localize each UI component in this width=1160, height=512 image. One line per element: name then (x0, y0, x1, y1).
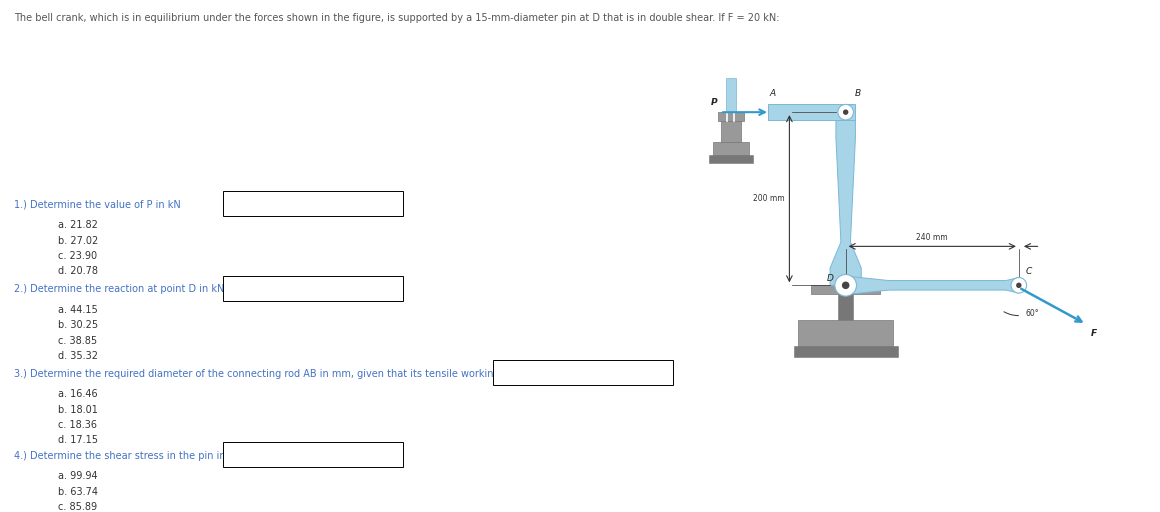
Polygon shape (768, 104, 855, 120)
Text: F: F (1090, 329, 1096, 337)
Bar (223, 191, 403, 216)
Bar (838, 294, 854, 320)
Text: 3.) Determine the required diameter of the connecting rod AB in mm, given that i: 3.) Determine the required diameter of t… (14, 369, 581, 379)
Bar (712, 142, 749, 156)
Text: a. 21.82: a. 21.82 (58, 220, 97, 230)
Circle shape (842, 282, 849, 289)
Bar (223, 442, 403, 467)
Bar (725, 77, 737, 112)
Text: b. 63.74: b. 63.74 (58, 486, 97, 497)
Text: 1.) Determine the value of P in kN: 1.) Determine the value of P in kN (14, 200, 181, 210)
Text: b. 30.25: b. 30.25 (58, 320, 99, 330)
Text: C: C (1025, 267, 1031, 276)
Text: 240 mm: 240 mm (916, 233, 948, 242)
Text: c. 38.85: c. 38.85 (58, 335, 97, 346)
Polygon shape (831, 112, 861, 285)
Text: The bell crank, which is in equilibrium under the forces shown in the figure, is: The bell crank, which is in equilibrium … (14, 13, 780, 23)
Text: 4.) Determine the shear stress in the pin in MPa.: 4.) Determine the shear stress in the pi… (14, 451, 252, 461)
Text: D: D (827, 274, 834, 283)
Text: c. 85.89: c. 85.89 (58, 502, 97, 512)
Text: P: P (710, 98, 717, 107)
Bar (493, 360, 673, 385)
Text: b. 18.01: b. 18.01 (58, 404, 97, 415)
Text: B: B (855, 89, 861, 98)
Text: d. 20.78: d. 20.78 (58, 266, 97, 276)
Bar (722, 121, 741, 142)
Circle shape (835, 274, 856, 296)
Circle shape (843, 110, 848, 115)
Text: d. 35.32: d. 35.32 (58, 351, 97, 361)
Text: a. 44.15: a. 44.15 (58, 305, 97, 315)
Text: 200 mm: 200 mm (754, 194, 785, 203)
Bar (709, 156, 753, 163)
Circle shape (1016, 283, 1022, 288)
Text: 60°: 60° (1025, 309, 1039, 318)
Text: a. 99.94: a. 99.94 (58, 471, 97, 481)
Text: A: A (769, 89, 775, 98)
Bar (811, 285, 880, 294)
Circle shape (838, 104, 854, 120)
Polygon shape (841, 275, 1023, 295)
Bar (793, 346, 898, 357)
Bar (798, 320, 893, 346)
Text: d. 17.15: d. 17.15 (58, 435, 97, 445)
Text: a. 16.46: a. 16.46 (58, 389, 97, 399)
Text: b. 27.02: b. 27.02 (58, 236, 99, 246)
Text: c. 23.90: c. 23.90 (58, 251, 97, 261)
Circle shape (1012, 278, 1027, 293)
Text: 2.) Determine the reaction at point D in kN.: 2.) Determine the reaction at point D in… (14, 284, 227, 294)
Bar (223, 276, 403, 301)
Text: c. 18.36: c. 18.36 (58, 420, 97, 430)
Bar (718, 112, 744, 121)
